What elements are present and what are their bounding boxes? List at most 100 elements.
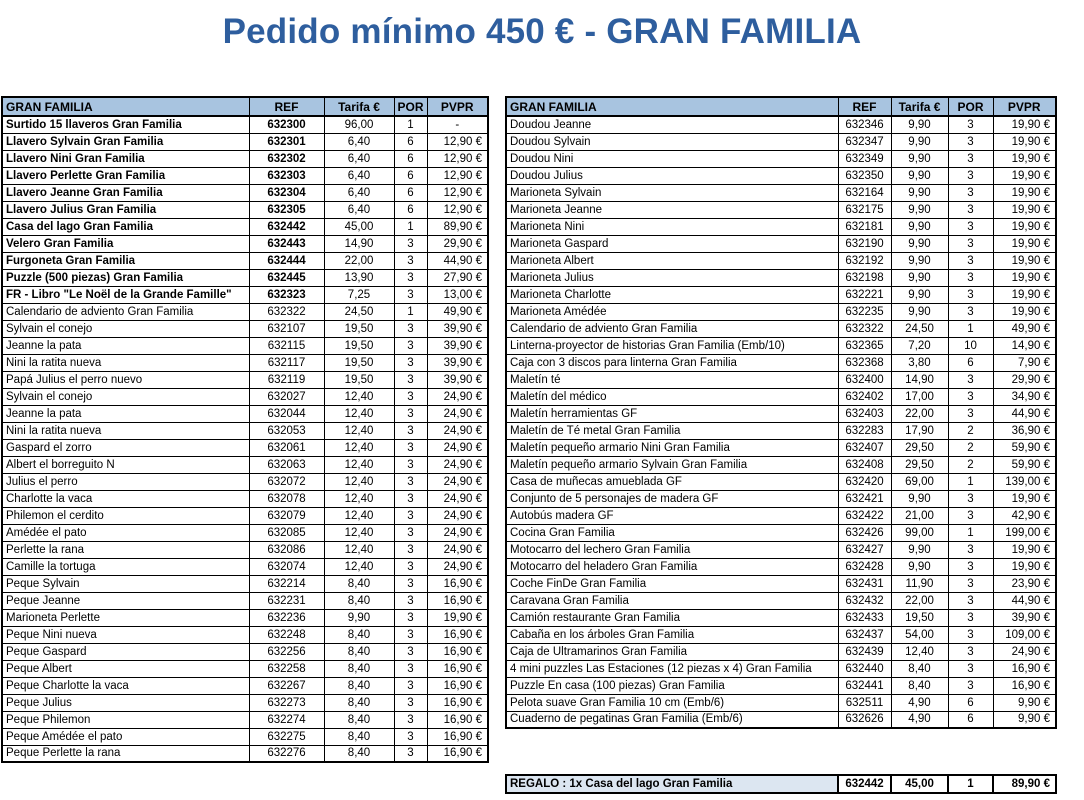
cell-tarifa: 7,20 — [890, 336, 949, 355]
cell-por: 3 — [393, 574, 428, 593]
cell-tarifa: 8,40 — [323, 744, 395, 763]
cell-tarifa: 9,90 — [890, 540, 949, 559]
cell-pvpr: 16,90 € — [426, 591, 489, 610]
table-row: Llavero Jeanne Gran Familia 632304 6,40 6 12… — [1, 183, 489, 202]
table-row: Peque Gaspard 632256 8,40 3 16,90 € — [1, 642, 489, 661]
cell-pvpr: 19,90 € — [992, 251, 1057, 270]
cell-por: 3 — [947, 132, 994, 151]
cell-ref: 632231 — [248, 591, 325, 610]
cell-ref: 632256 — [248, 642, 325, 661]
cell-pvpr: 16,90 € — [426, 574, 489, 593]
table-row: Marioneta Sylvain 632164 9,90 3 19,90 € — [505, 183, 1057, 202]
cell-tarifa: 12,40 — [323, 540, 395, 559]
cell-ref: 632274 — [248, 710, 325, 729]
cell-pvpr: 24,90 € — [426, 472, 489, 491]
cell-ref: 632074 — [248, 557, 325, 576]
cell-por: 3 — [393, 727, 428, 746]
table-row: Doudou Sylvain 632347 9,90 3 19,90 € — [505, 132, 1057, 151]
cell-ref: 632400 — [837, 370, 892, 389]
cell-ref: 632214 — [248, 574, 325, 593]
cell-por: 3 — [393, 591, 428, 610]
cell-pvpr: 19,90 € — [992, 115, 1057, 134]
cell-tarifa: 24,50 — [890, 319, 949, 338]
cell-product-name: Gaspard el zorro — [1, 438, 250, 457]
cell-tarifa: 24,50 — [323, 302, 395, 321]
cell-pvpr: 24,90 € — [426, 557, 489, 576]
cell-tarifa: 22,00 — [890, 591, 949, 610]
cell-tarifa: 8,40 — [323, 710, 395, 729]
price-table-left-body: Surtido 15 llaveros Gran Familia 632300 96… — [1, 115, 489, 763]
table-row: Maletín del médico 632402 17,00 3 34,90 € — [505, 387, 1057, 406]
cell-pvpr: 39,90 € — [992, 608, 1057, 627]
cell-tarifa: 19,50 — [323, 370, 395, 389]
cell-ref: 632258 — [248, 659, 325, 678]
cell-por: 3 — [947, 608, 994, 627]
cell-tarifa: 8,40 — [890, 659, 949, 678]
table-row: Peque Jeanne 632231 8,40 3 16,90 € — [1, 591, 489, 610]
cell-product-name: Marioneta Julius — [505, 268, 839, 287]
cell-ref: 632301 — [248, 132, 325, 151]
cell-por: 3 — [393, 608, 428, 627]
table-row: Conjunto de 5 personajes de madera GF 632… — [505, 489, 1057, 508]
cell-ref: 632428 — [837, 557, 892, 576]
cell-pvpr: 44,90 € — [992, 404, 1057, 423]
cell-ref: 632432 — [837, 591, 892, 610]
table-row: FR - Libro "Le Noël de la Grande Famille… — [1, 285, 489, 304]
cell-ref: 632273 — [248, 693, 325, 712]
cell-tarifa: 8,40 — [323, 727, 395, 746]
cell-ref: 632061 — [248, 438, 325, 457]
cell-product-name: Caja de Ultramarinos Gran Familia — [505, 642, 839, 661]
cell-pvpr: 44,90 € — [426, 251, 489, 270]
table-row: Marioneta Gaspard 632190 9,90 3 19,90 € — [505, 234, 1057, 253]
cell-tarifa: 9,90 — [890, 200, 949, 219]
cell-pvpr: 19,90 € — [992, 217, 1057, 236]
cell-ref: 632420 — [837, 472, 892, 491]
cell-ref: 632322 — [837, 319, 892, 338]
table-row: Cabaña en los árboles Gran Familia 632437… — [505, 625, 1057, 644]
table-row: Calendario de adviento Gran Familia 63232… — [505, 319, 1057, 338]
cell-pvpr: 24,90 € — [426, 404, 489, 423]
regalo-cell-product-name: REGALO : 1x Casa del lago Gran Familia — [505, 774, 839, 794]
cell-por: 3 — [947, 676, 994, 695]
cell-ref: 632221 — [837, 285, 892, 304]
table-row: Perlette la rana 632086 12,40 3 24,90 € — [1, 540, 489, 559]
cell-ref: 632053 — [248, 421, 325, 440]
cell-pvpr: 24,90 € — [992, 642, 1057, 661]
cell-ref: 632303 — [248, 166, 325, 185]
cell-product-name: Pelota suave Gran Familia 10 cm (Emb/6) — [505, 693, 839, 712]
table-row: Maletín de Té metal Gran Familia 632283 17… — [505, 421, 1057, 440]
cell-pvpr: 39,90 € — [426, 370, 489, 389]
cell-product-name: Caja con 3 discos para linterna Gran Fam… — [505, 353, 839, 372]
cell-tarifa: 9,90 — [890, 489, 949, 508]
cell-pvpr: 34,90 € — [992, 387, 1057, 406]
cell-tarifa: 19,50 — [323, 319, 395, 338]
cell-tarifa: 9,90 — [890, 251, 949, 270]
cell-pvpr: 16,90 € — [426, 642, 489, 661]
regalo-table-body: REGALO : 1x Casa del lago Gran Familia 6… — [505, 774, 1057, 794]
cell-por: 3 — [393, 455, 428, 474]
cell-tarifa: 13,90 — [323, 268, 395, 287]
cell-tarifa: 9,90 — [890, 183, 949, 202]
cell-tarifa: 9,90 — [890, 115, 949, 134]
cell-por: 3 — [947, 591, 994, 610]
cell-pvpr: 49,90 € — [426, 302, 489, 321]
cell-ref: 632198 — [837, 268, 892, 287]
cell-tarifa: 9,90 — [890, 149, 949, 168]
cell-pvpr: 23,90 € — [992, 574, 1057, 593]
cell-por: 6 — [393, 200, 428, 219]
cell-por: 6 — [393, 166, 428, 185]
table-row: Puzzle (500 piezas) Gran Familia 632445 13… — [1, 268, 489, 287]
cell-product-name: Llavero Nini Gran Familia — [1, 149, 250, 168]
cell-ref: 632079 — [248, 506, 325, 525]
cell-tarifa: 6,40 — [323, 166, 395, 185]
cell-por: 3 — [947, 557, 994, 576]
cell-por: 3 — [393, 489, 428, 508]
table-row: Llavero Nini Gran Familia 632302 6,40 6 12,9… — [1, 149, 489, 168]
table-row: Surtido 15 llaveros Gran Familia 632300 96… — [1, 115, 489, 134]
cell-tarifa: 54,00 — [890, 625, 949, 644]
cell-tarifa: 9,90 — [890, 234, 949, 253]
table-row: Pelota suave Gran Familia 10 cm (Emb/6) 6… — [505, 693, 1057, 712]
cell-product-name: Marioneta Nini — [505, 217, 839, 236]
table-row: Papá Julius el perro nuevo 632119 19,50 3 39… — [1, 370, 489, 389]
cell-tarifa: 8,40 — [323, 625, 395, 644]
